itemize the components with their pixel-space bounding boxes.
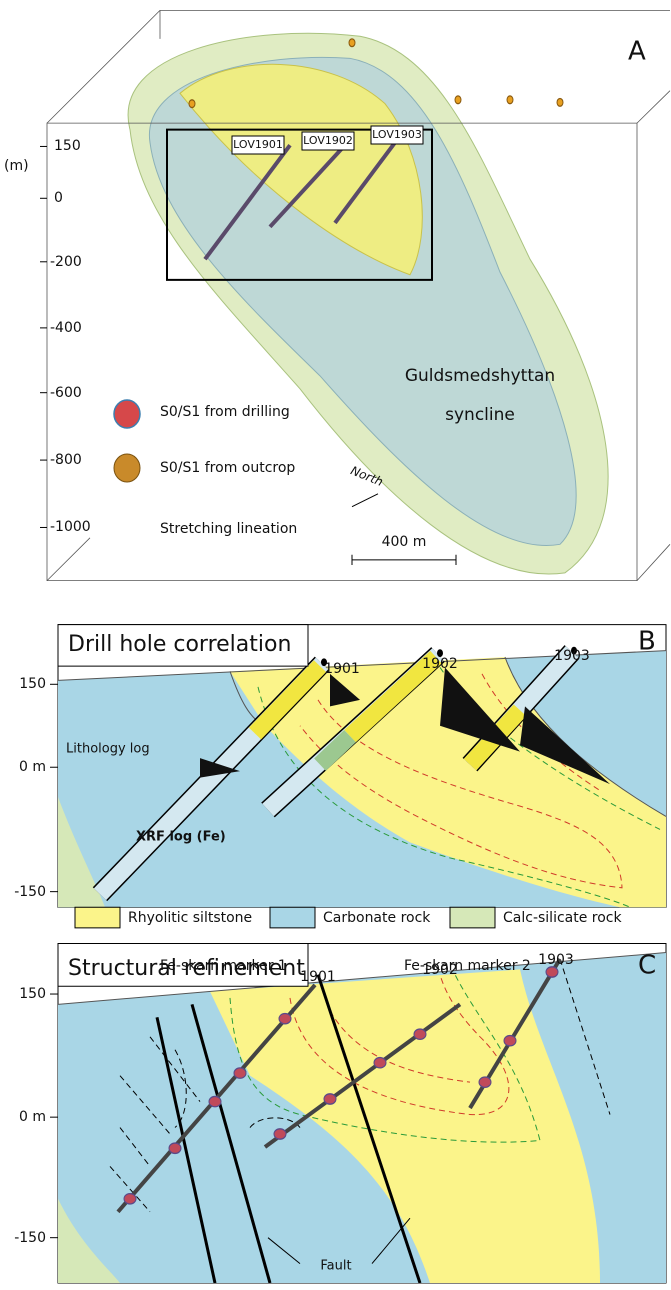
depth-tick-label: -200	[50, 254, 82, 270]
depth-tick-label: 0 m	[19, 1109, 46, 1125]
well-label: LOV1903	[372, 128, 422, 141]
panel-c-graphics-g-ellipse	[234, 1068, 246, 1078]
legend-text: Calc-silicate rock	[503, 910, 622, 926]
annotation: Fault	[320, 1259, 351, 1274]
panel-c-graphics-g-ellipse	[169, 1143, 181, 1153]
depth-tick-label: 0	[54, 190, 63, 206]
panel-c-graphics-g-ellipse	[374, 1058, 386, 1068]
panel-c-graphics-g-ellipse	[479, 1077, 491, 1087]
legend-text: S0/S1 from outcrop	[160, 460, 295, 476]
well-label: LOV1901	[233, 138, 283, 151]
legend-drilling-symbol	[114, 400, 140, 428]
panel-title: Structural refinement	[68, 956, 305, 981]
depth-tick-label: 0 m	[19, 759, 46, 775]
drill-hole-label: 1902	[422, 962, 458, 978]
panel-c-graphics-g-ellipse	[124, 1194, 136, 1204]
panel-label: C	[638, 951, 656, 981]
panel-a-graphics-g-circle	[455, 96, 461, 104]
legend-outcrop-symbol	[114, 454, 140, 482]
annotation: XRF log (Fe)	[136, 830, 226, 845]
panel-a-graphics-g-line	[352, 494, 378, 507]
panel-a-graphics-g-circle	[189, 100, 195, 108]
panel-c-graphics-g-ellipse	[546, 967, 558, 977]
legend-text: Stretching lineation	[160, 521, 297, 537]
well-label: LOV1902	[303, 134, 353, 147]
legend-text: S0/S1 from drilling	[160, 404, 290, 420]
depth-tick-label: 150	[19, 986, 46, 1002]
depth-tick-label: -150	[14, 1230, 46, 1246]
legend-text: Rhyolitic siltstone	[128, 910, 252, 926]
panel-a-graphics-g-circle	[557, 98, 563, 106]
panel-c-graphics-g-ellipse	[504, 1036, 516, 1046]
scale-bar-label: 400 m	[382, 534, 427, 550]
figure: A (m) 150 0 -200 -400 -600 -800 -1000 LO…	[0, 0, 671, 1290]
panel-label: A	[628, 37, 646, 67]
panel-c-graphics-g	[50, 994, 58, 1238]
panel-c-graphics	[50, 943, 666, 1283]
drill-hole-label: 1903	[554, 648, 590, 664]
panel-a-graphics-g-circle	[349, 39, 355, 47]
panel-title: Drill hole correlation	[68, 632, 291, 657]
drill-hole-label: 1901	[324, 661, 360, 677]
panel-b-graphics-g	[50, 684, 58, 891]
axis-unit: (m)	[4, 158, 29, 174]
depth-tick-label: -800	[50, 452, 82, 468]
structure-name: syncline	[445, 405, 515, 425]
depth-tick-label: -400	[50, 320, 82, 336]
structure-name: Guldsmedshyttan	[405, 366, 555, 386]
panel-a-graphics-g-circle	[507, 96, 513, 104]
annotation: Lithology log	[66, 742, 150, 757]
depth-tick-label: -1000	[50, 519, 91, 535]
depth-tick-label: 150	[19, 676, 46, 692]
legend-graphics-rect	[450, 907, 495, 928]
drill-hole-label: 1902	[422, 656, 458, 672]
legend-graphics-rect	[270, 907, 315, 928]
legend-text: Carbonate rock	[323, 910, 431, 926]
drill-hole-label: 1901	[300, 969, 336, 985]
legend-graphics-rect	[75, 907, 120, 928]
panel-c-graphics-g-ellipse	[209, 1096, 221, 1106]
panel-a-graphics	[40, 10, 670, 580]
panel-label: B	[638, 627, 656, 657]
panel-c-graphics-g-ellipse	[279, 1013, 291, 1023]
drill-hole-label: 1903	[538, 952, 574, 968]
depth-tick-label: 150	[54, 138, 81, 154]
depth-tick-label: -600	[50, 385, 82, 401]
depth-tick-label: -150	[14, 884, 46, 900]
panel-c-graphics-g-ellipse	[414, 1029, 426, 1039]
panel-c-graphics-g-ellipse	[324, 1094, 336, 1104]
panel-c-graphics-g-ellipse	[274, 1129, 286, 1139]
